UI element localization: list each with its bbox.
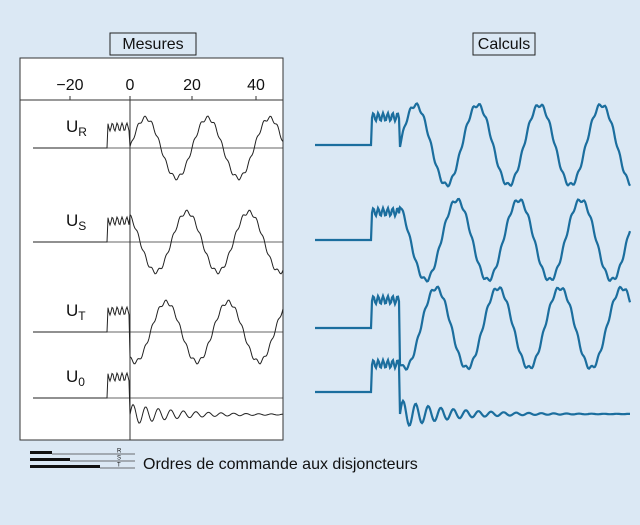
computed-wave (315, 356, 630, 427)
breaker-legend: R S T (30, 449, 135, 469)
measured-wave (33, 299, 284, 365)
time-axis: −20 0 20 40 (56, 77, 265, 100)
left-header: Mesures (122, 36, 183, 53)
channel-label: UT (66, 301, 86, 323)
phase-label: T (117, 463, 121, 469)
computed-waves (315, 102, 632, 427)
channel-label: UR (66, 117, 87, 139)
measured-wave (33, 209, 284, 275)
computed-wave (315, 285, 632, 371)
tick-label: 0 (126, 77, 135, 94)
left-header-box (109, 32, 197, 56)
caption: Ordres de commande aux disjoncteurs (143, 456, 418, 473)
channel-label: US (66, 211, 86, 233)
measured-waves: UR US UT U0 (33, 115, 284, 424)
breaker-bar (30, 451, 52, 454)
phase-label: S (117, 456, 121, 462)
breaker-bar (30, 458, 70, 461)
measure-panel (19, 57, 284, 441)
computed-wave (315, 102, 631, 188)
channel-label: U0 (66, 367, 85, 389)
computed-wave (315, 197, 632, 283)
right-header: Calculs (478, 36, 530, 53)
tick-label: 40 (247, 77, 265, 94)
phase-label: R (117, 449, 122, 455)
measured-wave (33, 115, 284, 181)
measured-wave (33, 371, 284, 424)
tick-label: 20 (183, 77, 201, 94)
right-header-box (472, 32, 536, 56)
breaker-bar (30, 465, 100, 468)
tick-label: −20 (56, 77, 83, 94)
